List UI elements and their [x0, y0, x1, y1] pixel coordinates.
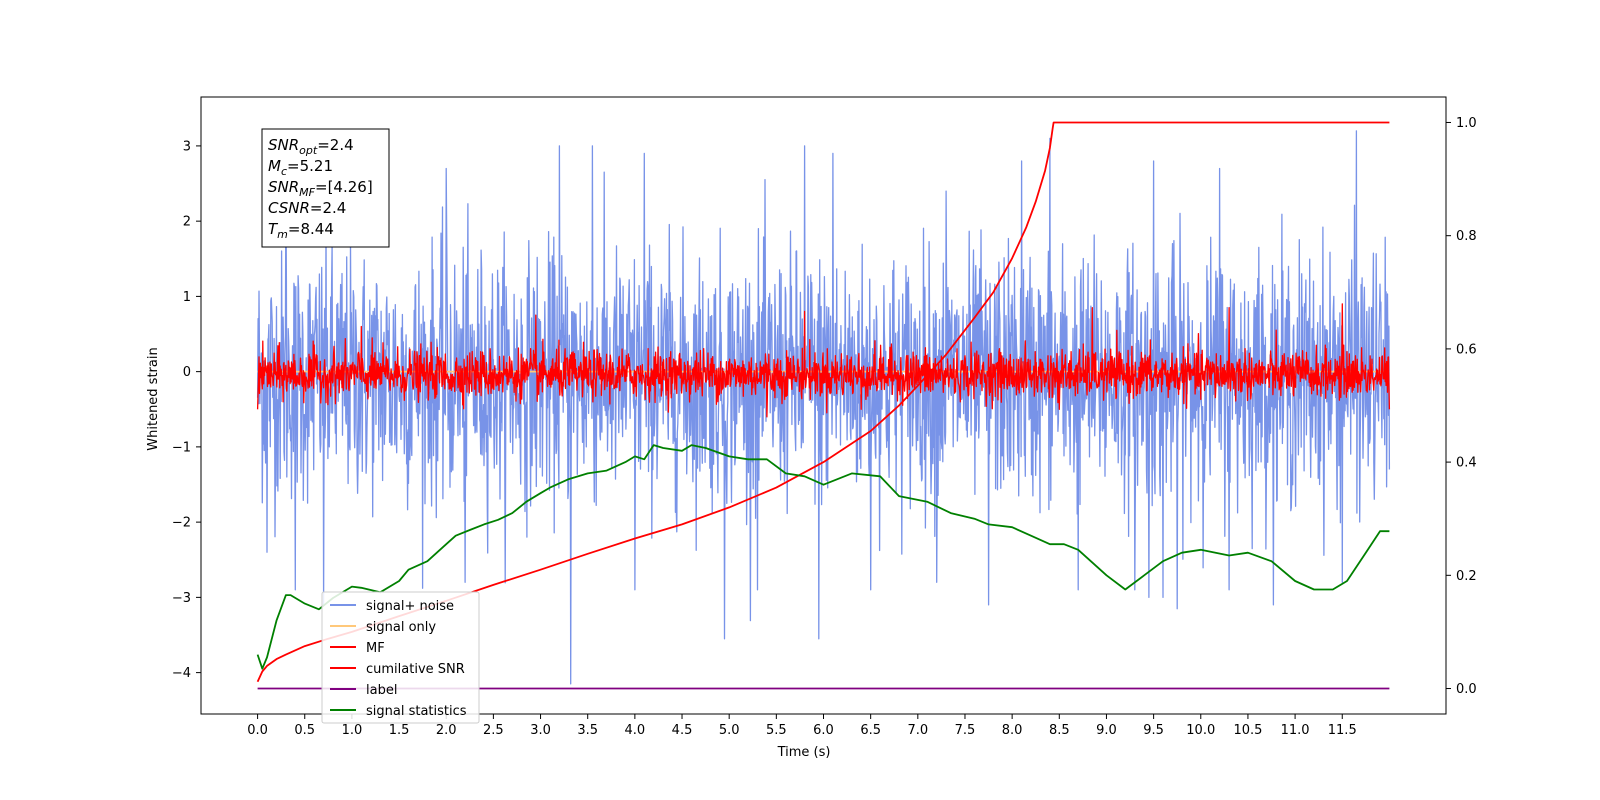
- x-axis-label: Time (s): [777, 745, 831, 760]
- y-tick-label: −2: [172, 516, 191, 531]
- x-tick-label: 2.0: [436, 723, 457, 738]
- x-tick-label: 3.0: [530, 723, 551, 738]
- y2-tick-label: 0.6: [1456, 342, 1477, 357]
- annotation-subscript: m: [277, 228, 288, 241]
- y-tick-label: −1: [172, 440, 191, 455]
- annotation-line: CSNR=2.4: [268, 199, 346, 217]
- annotation-box: SNRopt=2.4Mc=5.21SNRMF=[4.26]CSNR=2.4Tm=…: [261, 128, 390, 248]
- series-cumulative-snr: [256, 121, 1390, 683]
- plot-area: [256, 121, 1391, 690]
- x-tick-label: 11.0: [1281, 723, 1310, 738]
- y2-tick-label: 0.4: [1456, 456, 1477, 471]
- annotation-value: =2.4: [310, 199, 346, 217]
- annotation-subscript: opt: [299, 144, 318, 157]
- x-tick-label: 2.5: [483, 723, 504, 738]
- x-tick-label: 7.5: [955, 723, 976, 738]
- annotation-value: =[4.26]: [315, 178, 373, 196]
- annotation-line: Mc=5.21: [268, 157, 333, 178]
- axes: 0.0 0.5 1.0 1.5 2.0 2.5 3.0 3.5 4.0 4.5 5.0 5.5 6.0 6…: [172, 96, 1477, 738]
- series-mf: [256, 303, 1391, 418]
- legend: signal+ noise signal only MF cumilative SNR…: [321, 591, 480, 724]
- y2-tick-label: 0.0: [1456, 682, 1477, 697]
- legend-item-signal-statistics: signal statistics: [366, 704, 467, 719]
- annotation-subscript: c: [281, 165, 287, 178]
- y-tick-label: −3: [172, 591, 191, 606]
- annotation-value: =2.4: [317, 136, 353, 154]
- annotation-line: SNRopt=2.4: [268, 136, 354, 157]
- annotation-symbol: SNR: [268, 178, 299, 196]
- x-tick-label: 5.5: [766, 723, 787, 738]
- x-tick-label: 6.0: [813, 723, 834, 738]
- x-tick-label: 0.0: [247, 723, 268, 738]
- legend-item-signal-only: signal only: [366, 620, 436, 635]
- plot-series: [256, 121, 1391, 690]
- x-tick-label: 5.0: [719, 723, 740, 738]
- x-tick-label: 0.5: [294, 723, 315, 738]
- legend-item-mf: MF: [366, 641, 385, 656]
- annotation-value: =8.44: [288, 220, 334, 238]
- annotation-symbol: T: [268, 220, 279, 238]
- y-tick-label: 2: [183, 215, 191, 230]
- x-tick-label: 11.5: [1328, 723, 1357, 738]
- x-tick-label: 9.5: [1143, 723, 1164, 738]
- y-tick-label: 0: [183, 365, 191, 380]
- y-axis-label: Whitened strain: [146, 347, 161, 450]
- x-tick-label: 9.0: [1096, 723, 1117, 738]
- x-tick-label: 10.5: [1233, 723, 1262, 738]
- x-tick-label: 8.0: [1002, 723, 1023, 738]
- series-signal-statistics: [256, 444, 1390, 670]
- legend-item-label: label: [366, 683, 397, 698]
- x-tick-label: 3.5: [577, 723, 598, 738]
- x-tick-label: 1.0: [342, 723, 363, 738]
- x-tick-label: 4.0: [625, 723, 646, 738]
- y-tick-label: −4: [172, 666, 191, 681]
- x-tick-label: 10.0: [1186, 723, 1215, 738]
- legend-frame: [321, 591, 480, 724]
- y2-tick-label: 1.0: [1456, 116, 1477, 131]
- legend-item-cumulative-snr: cumilative SNR: [366, 662, 465, 677]
- y2-tick-label: 0.8: [1456, 229, 1477, 244]
- x-tick-label: 7.0: [907, 723, 928, 738]
- annotation-value: =5.21: [287, 157, 333, 175]
- series-signal-noise: [256, 130, 1391, 685]
- annotation-symbol: M: [268, 157, 281, 175]
- x-tick-label: 6.5: [860, 723, 881, 738]
- x-tick-label: 8.5: [1049, 723, 1070, 738]
- legend-item-signal-noise: signal+ noise: [366, 599, 454, 614]
- annotation-frame: [261, 128, 390, 248]
- y-tick-label: 3: [183, 139, 191, 154]
- x-tick-label: 4.5: [672, 723, 693, 738]
- annotation-line: Tm=8.44: [268, 220, 334, 241]
- annotation-symbol: CSNR: [268, 199, 310, 217]
- annotation-subscript: MF: [299, 186, 315, 199]
- annotation-symbol: SNR: [268, 136, 299, 154]
- x-tick-label: 1.5: [389, 723, 410, 738]
- y-tick-label: 1: [183, 290, 191, 305]
- annotation-line: SNRMF=[4.26]: [268, 178, 373, 199]
- y2-tick-label: 0.2: [1456, 569, 1477, 584]
